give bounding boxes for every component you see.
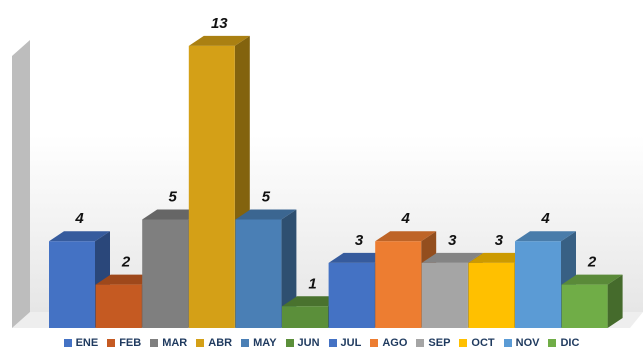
bar-top-ago — [375, 231, 437, 242]
data-label-mar: 5 — [169, 189, 178, 206]
legend: ENE FEB MAR ABR MAY JUN JUL AGO SEP OCT NOV DIC — [0, 335, 643, 351]
legend-item-abr: ABR — [196, 337, 232, 349]
legend-label-ago: AGO — [382, 337, 408, 349]
legend-swatch-sep — [416, 339, 425, 347]
data-label-ago: 4 — [401, 210, 411, 227]
bar-top-nov — [515, 231, 576, 242]
legend-swatch-ene — [63, 339, 72, 347]
bar-front-nov — [515, 241, 561, 328]
legend-swatch-jul — [328, 339, 337, 347]
data-label-may: 5 — [262, 189, 271, 206]
legend-swatch-dic — [548, 339, 557, 347]
legend-item-ago: AGO — [370, 337, 407, 349]
bar-top-sep — [421, 252, 483, 263]
bar-may: 5 — [235, 189, 297, 328]
data-label-ene: 4 — [74, 210, 84, 227]
data-label-sep: 3 — [448, 232, 457, 249]
legend-label-nov: NOV — [515, 337, 540, 349]
data-label-jul: 3 — [355, 232, 364, 249]
bar-front-may — [235, 219, 282, 328]
bar-top-jul — [328, 252, 390, 263]
legend-swatch-jun — [285, 339, 294, 347]
legend-item-dic: DIC — [548, 337, 579, 349]
bar-side-may — [281, 209, 297, 328]
legend-label-mar: MAR — [162, 337, 188, 349]
legend-item-nov: NOV — [503, 337, 540, 349]
bar-front-jul — [328, 262, 375, 328]
bar-top-ene — [49, 231, 110, 242]
data-label-feb: 2 — [121, 254, 131, 271]
data-label-oct: 3 — [495, 232, 504, 249]
data-label-jun: 1 — [308, 275, 316, 292]
side-wall — [12, 40, 30, 328]
bar-top-feb — [95, 274, 157, 285]
legend-label-abr: ABR — [208, 337, 233, 349]
bar-top-dic — [561, 274, 623, 285]
legend-label-feb: FEB — [119, 337, 142, 349]
bar-front-ene — [49, 241, 95, 328]
legend-label-ene: ENE — [75, 337, 99, 349]
legend-swatch-mar — [150, 339, 159, 347]
legend-item-mar: MAR — [150, 337, 187, 349]
legend-swatch-nov — [503, 339, 512, 347]
data-label-abr: 13 — [211, 15, 228, 32]
legend-item-oct: OCT — [459, 337, 495, 349]
legend-swatch-ago — [370, 339, 379, 347]
legend-item-sep: SEP — [416, 337, 450, 349]
legend-item-ene: ENE — [63, 337, 99, 349]
legend-swatch-feb — [107, 339, 116, 347]
bar-top-jun — [282, 296, 343, 307]
legend-item-feb: FEB — [107, 337, 141, 349]
legend-swatch-abr — [196, 339, 205, 347]
legend-swatch-oct — [459, 339, 468, 347]
legend-item-jun: JUN — [285, 337, 320, 349]
legend-label-dic: DIC — [560, 337, 580, 349]
legend-label-may: MAY — [253, 337, 277, 349]
bar-front-abr — [188, 45, 235, 329]
legend-label-jun: JUN — [297, 337, 320, 349]
bar-top-abr — [188, 35, 250, 46]
bar-front-jun — [282, 306, 328, 328]
bar-top-oct — [468, 252, 530, 263]
data-label-nov: 4 — [540, 210, 550, 227]
bar-top-may — [235, 209, 297, 220]
legend-item-jul: JUL — [328, 337, 362, 349]
legend-swatch-may — [241, 339, 250, 347]
legend-label-jul: JUL — [340, 337, 362, 349]
bar-front-mar — [142, 219, 189, 328]
legend-label-sep: SEP — [428, 337, 451, 349]
legend-label-oct: OCT — [471, 337, 495, 349]
bar-front-oct — [468, 262, 515, 328]
data-label-dic: 2 — [587, 254, 597, 271]
bar-top-mar — [142, 209, 204, 220]
bar-front-dic — [561, 284, 608, 328]
bar-front-feb — [95, 284, 142, 328]
bar-side-dic — [607, 274, 623, 328]
bar-front-ago — [375, 241, 422, 328]
legend-item-may: MAY — [241, 337, 277, 349]
bar-dic: 2 — [561, 254, 623, 328]
bar-front-sep — [421, 262, 468, 328]
